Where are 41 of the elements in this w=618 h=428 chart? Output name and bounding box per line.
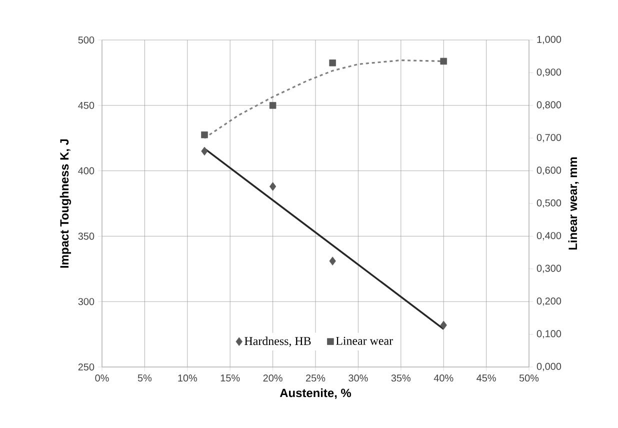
x-tick-label: 25% bbox=[306, 374, 326, 382]
y-tick-label: 400 bbox=[78, 167, 94, 174]
x-tick-label: 10% bbox=[178, 374, 198, 382]
x-axis-title: Austenite, % bbox=[280, 388, 352, 399]
x-tick-label: 0% bbox=[95, 374, 109, 382]
y2-tick-label: 0,400 bbox=[536, 232, 562, 240]
y-axis-title: Impact Toughness K, J bbox=[60, 139, 72, 268]
y2-axis-title: Linear wear, mm bbox=[568, 157, 579, 250]
y2-tick-label: 1,000 bbox=[537, 36, 562, 44]
y2-tick-label: 0,900 bbox=[536, 68, 562, 77]
point bbox=[329, 256, 336, 266]
point bbox=[269, 182, 276, 191]
point bbox=[329, 60, 336, 66]
y2-tick-label: 0,300 bbox=[536, 264, 562, 274]
legend-label: Linear wear bbox=[336, 336, 393, 345]
x-tick-label: 15% bbox=[220, 374, 240, 382]
y-tick-label: 450 bbox=[78, 102, 94, 109]
x-tick-label: 20% bbox=[263, 374, 282, 382]
y2-tick-label: 0,600 bbox=[536, 166, 562, 175]
point bbox=[269, 102, 276, 109]
y2-tick-label: 0,000 bbox=[536, 362, 562, 372]
y2-tick-label: 0,100 bbox=[536, 330, 562, 338]
y-tick-label: 300 bbox=[78, 298, 94, 306]
point bbox=[440, 320, 447, 330]
point bbox=[201, 146, 208, 156]
y2-tick-label: 0,500 bbox=[536, 199, 562, 208]
x-tick-label: 45% bbox=[476, 374, 496, 382]
y-tick-label: 500 bbox=[78, 36, 94, 44]
y-tick-label: 250 bbox=[78, 363, 94, 371]
point bbox=[440, 58, 447, 65]
y-tick-label: 350 bbox=[78, 232, 94, 240]
point bbox=[201, 131, 208, 138]
legend-label: Hardness, HB bbox=[244, 336, 311, 347]
x-tick-label: 30% bbox=[348, 374, 368, 382]
x-tick-label: 50% bbox=[519, 374, 539, 382]
y2-tick-label: 0,800 bbox=[536, 101, 562, 110]
y2-tick-label: 0,700 bbox=[536, 134, 562, 142]
y2-tick-label: 0,200 bbox=[536, 297, 562, 306]
x-tick-label: 5% bbox=[138, 374, 152, 382]
x-tick-label: 40% bbox=[434, 374, 454, 382]
x-tick-label: 35% bbox=[391, 374, 411, 382]
